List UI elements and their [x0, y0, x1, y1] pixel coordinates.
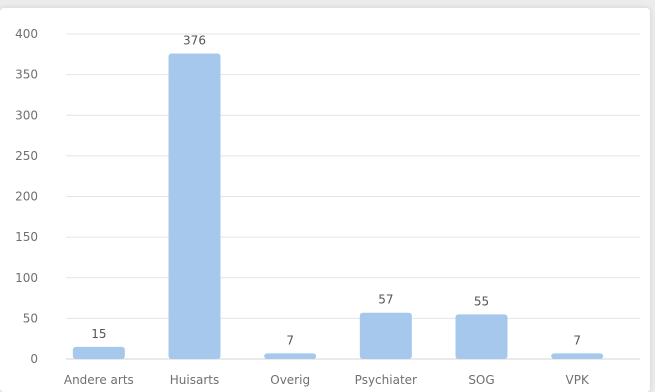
x-tick-label: Huisarts: [170, 373, 219, 387]
data-label: 7: [286, 333, 294, 347]
y-tick-label: 400: [15, 27, 38, 41]
bar-andere-arts: [72, 346, 125, 359]
y-tick-label: 50: [23, 311, 38, 325]
y-tick-label: 350: [15, 68, 38, 82]
y-tick-label: 200: [15, 190, 38, 204]
y-axis: 0 50 100 150 200 250 300 350 400: [15, 27, 38, 366]
bars: [72, 53, 604, 359]
bar-vpk: [551, 353, 604, 359]
y-tick-label: 300: [15, 108, 38, 122]
x-tick-label: Andere arts: [64, 373, 134, 387]
data-label: 55: [474, 294, 489, 308]
y-tick-label: 100: [15, 271, 38, 285]
x-tick-label: Psychiater: [355, 373, 417, 387]
data-labels: 15 376 7 57 55 7: [91, 34, 581, 348]
gridlines: [66, 33, 640, 360]
data-label: 376: [183, 34, 206, 48]
x-tick-label: Overig: [270, 373, 310, 387]
y-tick-label: 250: [15, 149, 38, 163]
bar-psychiater: [359, 312, 412, 359]
data-label: 7: [573, 333, 581, 347]
data-label: 15: [91, 327, 106, 341]
y-tick-label: 0: [30, 352, 38, 366]
data-label: 57: [378, 293, 393, 307]
y-tick-label: 150: [15, 230, 38, 244]
x-tick-label: SOG: [468, 373, 494, 387]
bar-overig: [264, 353, 317, 359]
bar-huisarts: [168, 53, 221, 359]
x-tick-label: VPK: [566, 373, 590, 387]
x-axis: Andere arts Huisarts Overig Psychiater SOG VP…: [64, 373, 590, 387]
chart-card: [0, 8, 650, 392]
bar-sog: [455, 314, 508, 359]
